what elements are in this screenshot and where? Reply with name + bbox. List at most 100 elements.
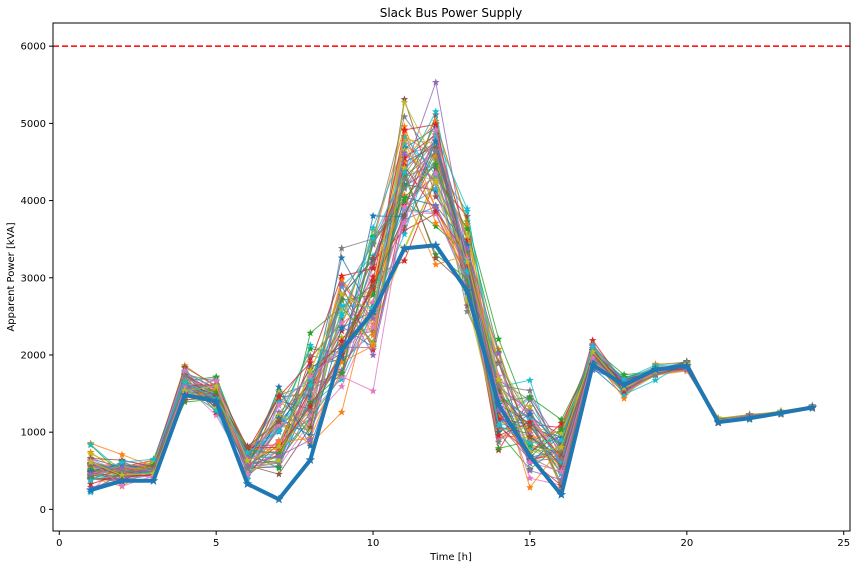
main-series-marker <box>493 399 504 409</box>
scenario-marker <box>494 431 503 439</box>
scenario-marker <box>588 353 597 362</box>
scenario-marker <box>400 125 409 134</box>
scenario-marker <box>463 268 471 276</box>
scenario-marker <box>432 207 440 215</box>
scenario-marker <box>369 297 377 305</box>
scenario-marker <box>432 107 440 115</box>
main-series-marker <box>368 306 378 316</box>
scenario-marker <box>275 470 283 478</box>
scenario-marker <box>306 410 315 419</box>
scenario-marker <box>243 448 252 456</box>
main-series-marker <box>713 417 723 427</box>
scenario-marker <box>337 301 346 309</box>
scenario-marker <box>557 479 566 487</box>
scenario-marker <box>620 390 628 398</box>
scenario-marker <box>463 247 471 255</box>
main-series-marker <box>399 243 410 253</box>
scenario-marker <box>306 425 315 433</box>
scenario-marker <box>432 169 440 177</box>
scenario-marker <box>526 403 534 411</box>
scenario-marker <box>557 415 566 423</box>
scenario-marker <box>369 226 377 234</box>
scenario-marker <box>494 421 503 429</box>
scenario-marker <box>275 417 283 425</box>
scenario-marker <box>369 234 377 242</box>
scenario-marker <box>306 367 315 375</box>
scenario-marker <box>337 337 346 345</box>
scenario-marker <box>432 125 440 134</box>
scenario-marker <box>181 378 189 386</box>
scenario-marker <box>369 276 377 284</box>
scenario-marker <box>337 272 346 280</box>
scenario-marker <box>432 260 440 268</box>
scenario-marker <box>432 120 440 128</box>
scenario-marker <box>494 375 503 383</box>
scenario-marker <box>369 322 377 331</box>
scenario-marker <box>588 342 597 350</box>
main-series-marker <box>682 360 692 370</box>
scenario-marker <box>651 371 660 379</box>
scenario-marker <box>557 475 566 483</box>
scenario-marker <box>400 256 409 264</box>
scenario-marker <box>306 414 315 422</box>
scenario-marker <box>337 324 346 332</box>
main-series-marker <box>525 451 535 461</box>
scenario-marker <box>526 425 534 434</box>
scenario-marker <box>463 235 471 243</box>
scenario-marker <box>149 469 158 477</box>
scenario-marker <box>337 280 346 288</box>
scenario-marker <box>557 469 566 478</box>
scenario-marker <box>463 261 471 269</box>
scenario-marker <box>432 152 440 160</box>
scenario-marker <box>557 463 566 471</box>
scenario-marker <box>369 272 377 280</box>
scenario-marker <box>118 471 126 479</box>
scenario-marker <box>369 314 377 322</box>
main-series-marker <box>776 407 786 417</box>
scenario-marker <box>275 421 283 430</box>
scenario-marker <box>181 372 189 380</box>
scenario-marker <box>337 314 346 322</box>
scenario-marker <box>212 382 220 390</box>
scenario-marker <box>494 406 503 414</box>
scenario-marker <box>275 401 283 409</box>
scenario-marker <box>463 204 471 213</box>
scenario-marker <box>369 254 377 262</box>
chart-title: Slack Bus Power Supply <box>380 6 523 20</box>
scenario-marker <box>432 131 440 139</box>
scenario-marker <box>306 341 315 349</box>
scenario-marker <box>118 450 126 458</box>
scenario-marker <box>432 222 440 230</box>
scenario-marker <box>400 112 409 120</box>
scenario-marker <box>306 417 315 426</box>
scenario-marker <box>526 418 534 426</box>
scenario-marker <box>275 464 283 472</box>
scenario-marker <box>337 289 346 298</box>
scenario-marker <box>337 309 346 317</box>
main-series-marker <box>242 478 253 488</box>
scenario-marker <box>494 438 503 446</box>
scenario-marker <box>432 178 440 186</box>
scenario-marker <box>243 464 252 472</box>
scenario-marker <box>306 329 315 337</box>
scenario-marker <box>620 375 628 383</box>
y-tick-label: 4000 <box>21 196 46 207</box>
scenario-marker <box>526 376 534 384</box>
scenario-marker <box>620 383 628 391</box>
scenario-marker <box>212 376 220 384</box>
scenario-marker <box>557 429 566 437</box>
x-axis-ticks: 0 5 10 15 20 25 <box>56 531 850 549</box>
scenario-marker <box>526 438 534 446</box>
y-tick-label: 2000 <box>21 350 46 361</box>
scenario-marker <box>494 414 503 423</box>
scenario-marker <box>400 230 409 238</box>
scenario-marker <box>275 445 283 453</box>
scenario-marker <box>432 192 440 200</box>
scenario-marker <box>557 443 566 451</box>
scenario-marker <box>306 392 315 400</box>
scenario-marker <box>243 442 252 450</box>
scenario-marker <box>526 466 534 474</box>
scenario-marker <box>432 210 440 218</box>
scenario-marker <box>400 175 409 183</box>
